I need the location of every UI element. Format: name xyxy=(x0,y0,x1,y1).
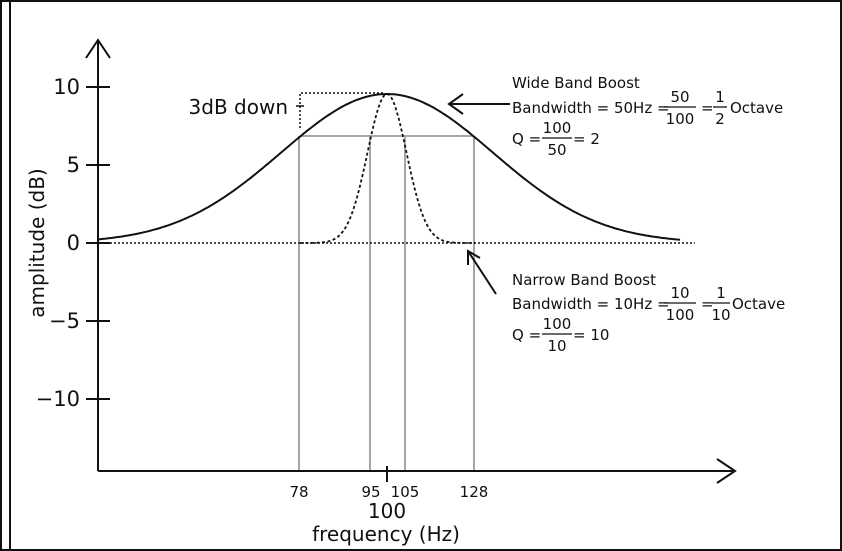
narrow-band-curve xyxy=(300,93,475,244)
equals-sign: = xyxy=(701,99,714,117)
y-tick-label: −5 xyxy=(49,309,80,333)
narrow-q-denominator: 10 xyxy=(547,337,566,355)
y-axis-arrow xyxy=(85,38,111,59)
wide-bandwidth: Bandwidth = 50Hz = xyxy=(512,99,670,117)
wide-bw-numerator: 50 xyxy=(670,88,689,106)
narrow-q-numerator: 100 xyxy=(543,315,572,333)
narrow-band-annotation: Narrow Band Boost Bandwidth = 10Hz = 10 … xyxy=(512,271,785,355)
x-axis-arrow xyxy=(716,458,737,484)
wide-bw-denominator: 100 xyxy=(666,110,695,128)
wide-q-denominator: 50 xyxy=(547,141,566,159)
equals-sign: = xyxy=(701,295,714,313)
x-tick-label: 95 xyxy=(361,483,380,501)
wide-title: Wide Band Boost xyxy=(512,74,640,92)
wide-band-annotation: Wide Band Boost Bandwidth = 50Hz = 50 10… xyxy=(512,74,783,159)
wide-q-numerator: 100 xyxy=(543,119,572,137)
wide-q-result: = 2 xyxy=(573,130,600,148)
x-tick-label: 78 xyxy=(289,483,308,501)
narrow-arrowhead xyxy=(467,249,481,265)
narrow-bw-numerator: 10 xyxy=(670,284,689,302)
narrow-octave-denominator: 10 xyxy=(711,306,730,324)
bandwidth-guides xyxy=(298,135,475,472)
y-axis-label: amplitude (dB) xyxy=(25,168,49,317)
narrow-title: Narrow Band Boost xyxy=(512,271,656,289)
narrow-arrow-line xyxy=(467,250,497,295)
x-axis-label: frequency (Hz) xyxy=(312,522,460,546)
annotation-arrows xyxy=(447,93,510,295)
narrow-bandwidth: Bandwidth = 10Hz = xyxy=(512,295,670,313)
narrow-q-result: = 10 xyxy=(573,326,609,344)
wide-octave-denominator: 2 xyxy=(715,110,725,128)
wide-q-prefix: Q = xyxy=(512,130,541,148)
y-tick-label: 5 xyxy=(67,153,80,177)
three-db-label: 3dB down xyxy=(189,95,288,119)
wide-octave-numerator: 1 xyxy=(715,88,725,106)
axes xyxy=(85,38,737,484)
x-tick-label: 105 xyxy=(391,483,420,501)
y-tick-label: 0 xyxy=(67,231,80,255)
three-db-bracket xyxy=(299,92,383,128)
x-tick-label: 128 xyxy=(460,483,489,501)
wide-arrowhead xyxy=(447,93,464,115)
narrow-bw-denominator: 100 xyxy=(666,306,695,324)
narrow-octave-label: Octave xyxy=(732,295,785,313)
narrow-octave-numerator: 1 xyxy=(716,284,726,302)
y-tick-label: 10 xyxy=(53,75,80,99)
wide-octave-label: Octave xyxy=(730,99,783,117)
narrow-q-prefix: Q = xyxy=(512,326,541,344)
y-tick-label: −10 xyxy=(36,387,80,411)
x-center-label: 100 xyxy=(368,499,406,523)
